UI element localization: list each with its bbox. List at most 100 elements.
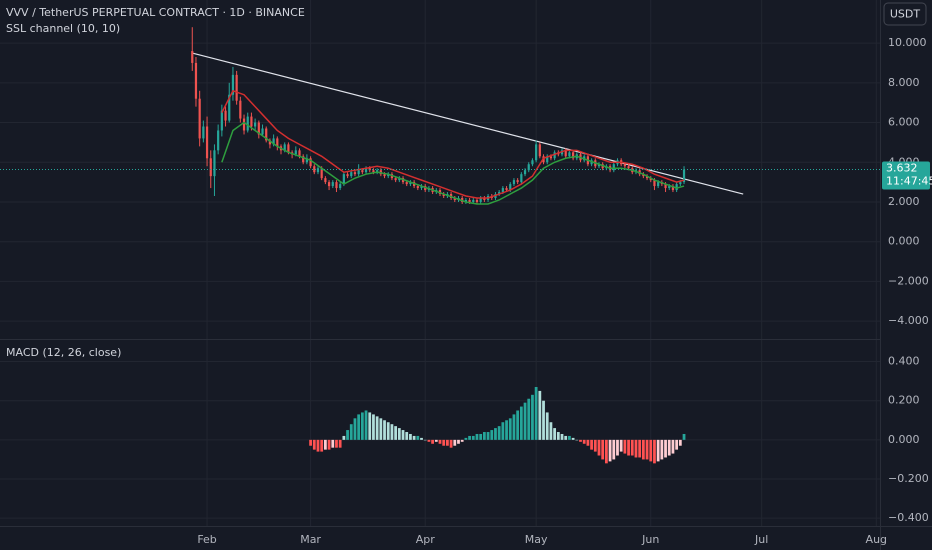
macd-bar: [431, 439, 434, 444]
y-tick-label: 10.000: [888, 36, 927, 49]
candle-body: [645, 176, 649, 179]
macd-bar: [312, 439, 316, 450]
macd-bar: [442, 439, 446, 446]
y-tick-label: 8.000: [888, 76, 920, 89]
candle-body: [512, 180, 516, 185]
macd-bar: [627, 439, 630, 456]
candle-body: [283, 144, 286, 151]
y-tick-label: −2.000: [888, 274, 929, 287]
macd-bar: [379, 418, 383, 440]
currency-button-label[interactable]: USDT: [890, 8, 921, 21]
candle-body: [191, 51, 194, 63]
macd-bar: [660, 439, 664, 460]
candle-body: [217, 130, 220, 151]
x-tick-label: Feb: [197, 533, 216, 546]
macd-bar: [630, 439, 634, 456]
candle-body: [623, 164, 626, 167]
candle-body: [272, 138, 275, 145]
macd-bar: [346, 430, 349, 440]
candle-body: [228, 94, 231, 121]
macd-bar: [416, 435, 420, 440]
macd-bar: [327, 439, 331, 450]
candle-body: [220, 110, 223, 131]
macd-bar: [667, 439, 671, 456]
macd-bar: [364, 410, 368, 440]
candle-body: [231, 74, 235, 95]
macd-bar: [527, 398, 531, 440]
macd-bar: [494, 428, 497, 440]
candle-body: [516, 180, 519, 183]
macd-bar: [641, 439, 645, 460]
macd-bar: [593, 439, 597, 452]
macd-bar: [394, 426, 398, 440]
macd-bar: [638, 439, 642, 458]
last-price-tag: [882, 161, 930, 190]
countdown-label: 11:47:45: [886, 175, 932, 188]
candle-body: [339, 184, 342, 189]
macd-bar: [471, 435, 475, 440]
candle-body: [572, 152, 575, 159]
macd-bar: [401, 430, 405, 440]
candle-body: [472, 199, 475, 202]
candle-body: [509, 184, 512, 191]
candle-body: [453, 197, 456, 200]
macd-bar: [309, 439, 312, 446]
macd-bar: [423, 439, 427, 441]
macd-bar: [597, 439, 601, 456]
macd-bar: [482, 432, 486, 440]
candle-body: [538, 144, 541, 157]
macd-bar: [501, 422, 505, 440]
macd-bar: [553, 428, 557, 440]
candle-body: [372, 170, 375, 173]
macd-bar: [560, 433, 564, 440]
candle-body: [383, 174, 386, 177]
currency-button[interactable]: [883, 2, 927, 26]
macd-bar: [383, 420, 386, 440]
macd-bar: [564, 435, 568, 440]
macd-bar: [571, 437, 575, 440]
macd-bar: [582, 439, 586, 444]
macd-bar: [682, 433, 686, 440]
candle-body: [627, 166, 630, 169]
macd-bar: [375, 416, 379, 440]
macd-bar: [372, 414, 375, 440]
macd-label: MACD (12, 26, close): [6, 346, 121, 359]
candle-body: [294, 150, 297, 155]
macd-bar: [409, 433, 412, 440]
macd-bar: [434, 439, 438, 442]
x-tick-label: Jul: [754, 533, 768, 546]
macd-bar: [608, 439, 612, 462]
macd-bar: [412, 435, 416, 440]
candle-body: [568, 152, 571, 157]
macd-bar: [664, 439, 667, 458]
candle-body: [416, 186, 419, 189]
candle-body: [671, 186, 675, 191]
macd-bar: [449, 439, 453, 448]
candle-body: [198, 98, 201, 139]
candle-body: [331, 182, 334, 187]
macd-bar: [612, 439, 616, 460]
macd-bar: [519, 406, 523, 440]
macd-bar: [601, 439, 605, 460]
macd-bar: [405, 432, 409, 440]
candle-body: [553, 152, 556, 159]
candle-body: [564, 150, 567, 157]
candle-body: [302, 156, 305, 163]
macd-bar: [534, 386, 538, 440]
x-tick-label: Jun: [641, 533, 659, 546]
macd-bar: [623, 439, 627, 454]
macd-bar: [579, 439, 582, 442]
candle-body: [361, 170, 364, 173]
macd-bar: [538, 390, 542, 440]
x-tick-label: Mar: [300, 533, 321, 546]
macd-bar: [353, 418, 357, 440]
macd-bar: [508, 418, 512, 440]
candle-body: [483, 197, 486, 200]
candle-body: [549, 156, 553, 159]
macd-bar: [338, 439, 342, 448]
candle-body: [316, 168, 320, 173]
macd-bar: [438, 439, 442, 444]
candle-body: [442, 194, 445, 197]
symbol-title: VVV / TetherUS PERPETUAL CONTRACT · 1D ·…: [6, 6, 305, 19]
macd-bar: [453, 439, 457, 446]
